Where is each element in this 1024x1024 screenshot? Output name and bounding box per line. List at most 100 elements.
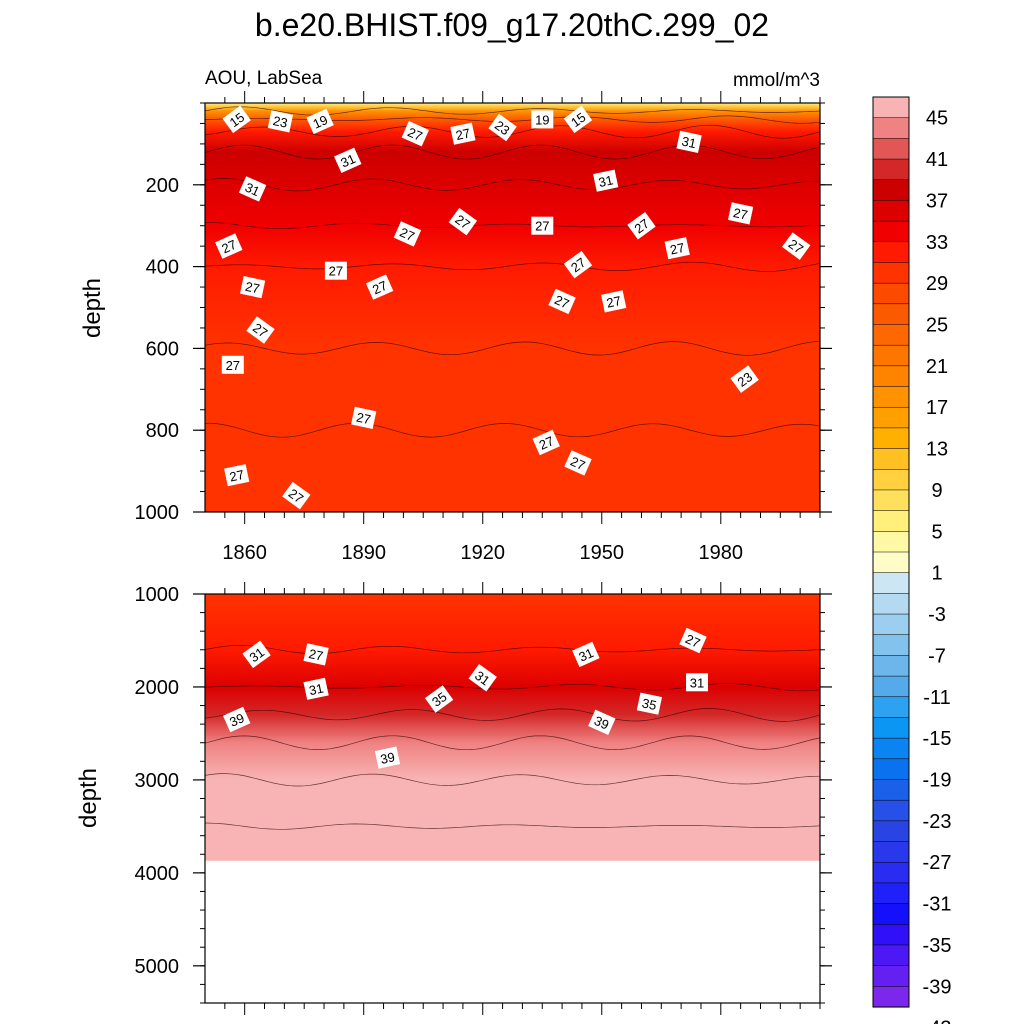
colorbar-tick-label: -23 <box>923 811 952 833</box>
contour-label-text: 23 <box>735 369 756 390</box>
contour-label-box <box>563 105 593 134</box>
colorbar-swatch <box>872 469 910 491</box>
contour-label: 27 <box>532 429 560 456</box>
contour-label: 27 <box>324 261 347 280</box>
colorbar-swatch <box>872 613 910 636</box>
colorbar-tick-label: 17 <box>926 397 948 419</box>
contour-label: 27 <box>531 216 554 235</box>
lower-panel: 31 27 31 27 31 31 31 35 35 39 39 39 1000 2000 3000 400… <box>75 582 832 1015</box>
contour-label: 27 <box>727 202 754 225</box>
colorbar-swatch <box>872 241 910 264</box>
colorbar-swatch <box>872 820 910 843</box>
contour-label: 27 <box>548 288 576 315</box>
colorbar-swatch <box>872 882 910 905</box>
contour-label-box <box>306 108 334 135</box>
contour-label: 35 <box>636 692 663 715</box>
contour-label-text: 27 <box>244 279 261 297</box>
contour-label-box <box>448 207 478 236</box>
lower-contour-line <box>205 822 820 830</box>
colorbar-tick-label: 37 <box>926 190 948 212</box>
contour-label-text: 39 <box>379 749 396 767</box>
colorbar-tick-label: 45 <box>926 108 948 130</box>
contour-label-box <box>588 709 616 735</box>
upper-x-axis: 1860 1890 1920 1950 1980 <box>222 91 821 564</box>
contour-label-box <box>351 406 377 429</box>
upper-contour-line <box>205 221 820 229</box>
colorbar-swatch <box>872 324 910 346</box>
contour-label-box <box>488 113 517 142</box>
colorbar-swatch <box>872 655 910 677</box>
colorbar-swatch <box>872 593 910 615</box>
chart-title: b.e20.BHIST.f09_g17.20thC.299_02 <box>255 7 769 43</box>
upper-contour-line <box>205 106 820 116</box>
contour-label-text: 27 <box>405 124 424 144</box>
colorbar-swatch <box>872 96 910 119</box>
contour-label-box <box>532 429 560 456</box>
colorbar-swatch <box>872 117 910 139</box>
colorbar-swatch <box>872 200 910 222</box>
contour-label-text: 31 <box>597 172 614 190</box>
contour-label: 27 <box>221 355 244 374</box>
upper-panel: 15 23 19 27 27 23 19 15 31 31 31 31 27 27 27 27 27 27 27 27… <box>79 91 832 564</box>
colorbar-swatch <box>872 427 910 450</box>
y-tick-label: 800 <box>146 420 179 442</box>
colorbar-tick-label: 25 <box>926 315 948 337</box>
x-tick-label: 1890 <box>341 542 386 564</box>
contour-label: 19 <box>531 110 554 129</box>
contour-label-box <box>636 692 663 715</box>
contour-label: 31 <box>686 673 708 692</box>
colorbar-tick-label: 5 <box>931 521 942 543</box>
upper-contour-labels: 15 23 19 27 27 23 19 15 31 31 31 31 27 27 27 27 27 27 27 27… <box>215 105 811 510</box>
contour-label-box <box>303 643 329 666</box>
colorbar-frame <box>872 96 910 1008</box>
y-tick-label: 1000 <box>135 502 180 524</box>
contour-label-text: 35 <box>429 689 450 710</box>
contour-label-text: 27 <box>568 255 589 276</box>
contour-label: 27 <box>679 627 707 654</box>
contour-label-box <box>564 450 592 476</box>
contour-label-box <box>468 663 497 692</box>
contour-label-box <box>676 130 702 153</box>
contour-label: 27 <box>215 233 243 259</box>
colorbar-tick-label: 1 <box>931 563 942 585</box>
x-tick-label: 1950 <box>580 542 625 564</box>
colorbar-swatch <box>872 448 910 470</box>
colorbar-swatch <box>872 406 910 429</box>
contour-label-box <box>238 176 267 202</box>
colorbar-swatch <box>872 303 910 326</box>
contour-label: 27 <box>601 290 627 313</box>
y-tick-label: 600 <box>146 338 179 360</box>
colorbar-swatch <box>872 138 910 160</box>
contour-label: 27 <box>303 643 329 666</box>
contour-label-text: 27 <box>370 278 389 298</box>
contour-label: 27 <box>282 481 311 510</box>
contour-label: 27 <box>627 211 656 240</box>
contour-label-box <box>374 746 401 769</box>
colorbar-tick-label: -27 <box>923 852 952 874</box>
contour-label: 39 <box>222 706 251 733</box>
colorbar-swatch <box>872 386 910 408</box>
contour-label: 31 <box>468 663 497 692</box>
colorbar-tick-label: -31 <box>923 894 952 916</box>
colorbar-tick-label: 29 <box>926 273 948 295</box>
y-tick-label: 200 <box>146 175 179 197</box>
contour-label-box <box>593 169 619 192</box>
contour-label-text: 27 <box>226 358 240 373</box>
contour-label-text: 27 <box>632 216 653 237</box>
contour-label-text: 27 <box>605 293 622 311</box>
colorbar: 45 41 37 33 29 25 21 17 13 9 5 1 -3 -7 -11 -15 -19 -23 -27… <box>872 96 952 1024</box>
upper-contour-line <box>205 261 820 272</box>
lower-contour-line <box>205 735 820 751</box>
contour-label: 15 <box>563 105 593 134</box>
contour-label-box <box>679 627 707 654</box>
colorbar-swatch <box>872 986 910 1008</box>
contour-label-box <box>563 250 593 279</box>
contour-label: 27 <box>239 276 266 299</box>
colorbar-tick-label: -7 <box>928 645 946 667</box>
contour-label-text: 27 <box>535 219 549 234</box>
colorbar-swatch <box>872 965 910 987</box>
contour-label: 27 <box>448 207 478 236</box>
contour-label: 27 <box>563 250 593 279</box>
contour-label-box <box>324 261 347 280</box>
contour-label-text: 31 <box>690 675 704 690</box>
